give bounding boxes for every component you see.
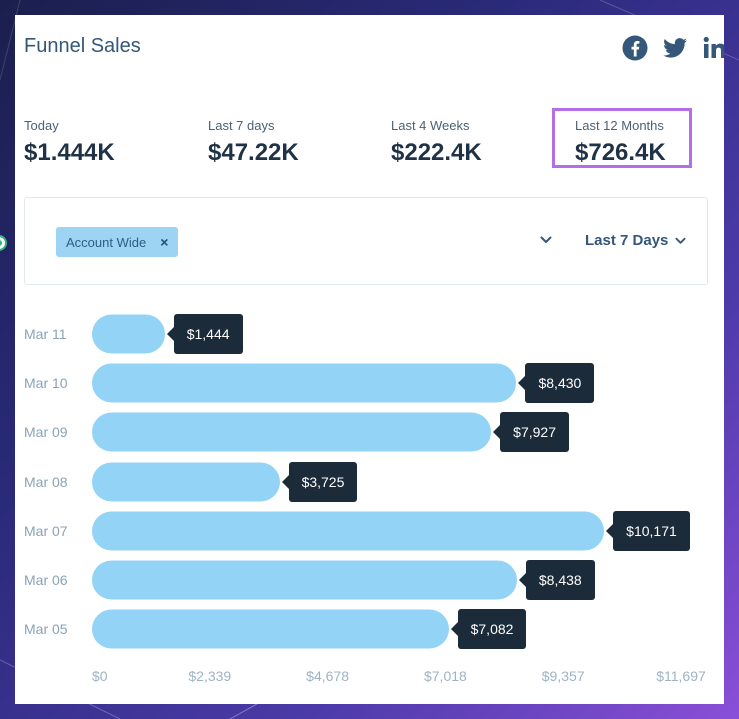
kpi-value: $47.22K: [208, 139, 299, 166]
category-label: Mar 09: [24, 424, 68, 441]
x-tick-label: $2,339: [188, 668, 232, 684]
funnel-sales-bar-chart: Mar 11 $1,444 Mar 10 $8,430 Mar 09 $7,927 Mar …: [15, 15, 724, 704]
widget-title: Funnel Sales: [24, 35, 141, 57]
twitter-icon[interactable]: [661, 34, 689, 62]
bar[interactable]: [92, 511, 605, 551]
kpi-last-4-weeks[interactable]: Last 4 Weeks $222.4K: [391, 118, 482, 167]
x-tick-label: $7,018: [423, 668, 467, 684]
filter-panel: Account Wide × Last 7 Days: [24, 197, 708, 285]
category-label: Mar 05: [24, 621, 68, 638]
kpi-value: $1.444K: [24, 139, 115, 166]
value-tooltip: $7,927: [493, 412, 569, 453]
kpi-value: $726.4K: [575, 139, 666, 166]
kpi-value: $222.4K: [391, 139, 482, 166]
bar[interactable]: [92, 462, 280, 502]
category-label: Mar 08: [24, 473, 68, 490]
facebook-icon[interactable]: [621, 34, 649, 62]
chevron-down-icon[interactable]: [540, 236, 552, 244]
x-tick-label: $9,357: [541, 668, 585, 684]
category-label: Mar 10: [24, 375, 68, 392]
kpi-label: Last 7 days: [208, 118, 275, 133]
value-tooltip: $7,082: [450, 609, 527, 650]
kpi-today[interactable]: Today $1.444K: [24, 118, 115, 167]
category-label: Mar 11: [24, 326, 67, 342]
kpi-label: Last 4 Weeks: [391, 118, 470, 133]
value-tooltip: $8,438: [518, 560, 595, 600]
value-tooltip: $8,430: [518, 363, 595, 404]
kpi-last-7-days[interactable]: Last 7 days $47.22K: [208, 118, 299, 167]
bar[interactable]: [92, 609, 449, 649]
account-filter-chip[interactable]: Account Wide ×: [56, 227, 179, 257]
kpi-label: Last 12 Months: [575, 118, 664, 133]
x-tick-label: $11,697: [656, 668, 706, 684]
kpi-highlight-box: [552, 108, 692, 168]
bar[interactable]: [92, 314, 165, 354]
date-range-label: Last 7 Days: [585, 232, 669, 249]
category-label: Mar 07: [24, 522, 68, 539]
chevron-down-icon: [675, 237, 686, 244]
value-tooltip: $10,171: [606, 510, 690, 551]
x-tick-label: $4,678: [306, 668, 350, 684]
linkedin-icon[interactable]: [701, 34, 724, 62]
kpi-last-12-months[interactable]: Last 12 Months $726.4K: [575, 118, 666, 167]
bar[interactable]: [92, 412, 492, 452]
kpi-label: Today: [24, 118, 59, 133]
value-tooltip: $1,444: [166, 314, 243, 354]
category-label: Mar 06: [24, 572, 68, 588]
bar[interactable]: [92, 363, 517, 403]
bar[interactable]: [92, 560, 517, 600]
x-tick-label: $0: [92, 668, 108, 684]
value-tooltip: $3,725: [281, 461, 358, 502]
chip-label: Account Wide: [66, 234, 147, 250]
funnel-sales-widget: Funnel Sales Today $1.444K Last 7 days $…: [15, 15, 724, 704]
chip-remove-icon[interactable]: ×: [160, 234, 169, 250]
date-range-dropdown[interactable]: Last 7 Days: [585, 232, 686, 249]
